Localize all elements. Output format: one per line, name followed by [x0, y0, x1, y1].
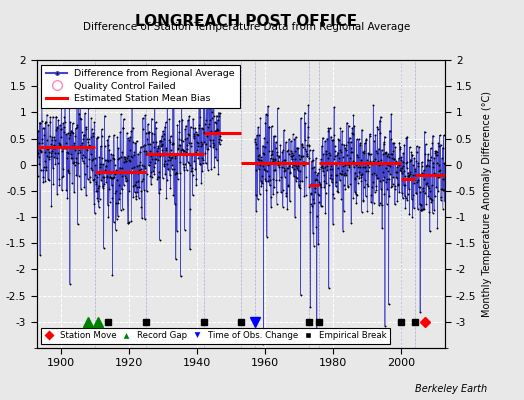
Difference from Regional Average — [138, 204, 145, 209]
Difference from Regional Average — [67, 281, 73, 286]
Difference from Regional Average — [100, 184, 106, 188]
Text: Difference of Station Temperature Data from Regional Average: Difference of Station Temperature Data f… — [83, 22, 410, 32]
Line: Difference from Regional Average: Difference from Regional Average — [35, 81, 222, 285]
Estimated Station Mean Bias — [34, 145, 40, 150]
Text: Berkeley Earth: Berkeley Earth — [415, 384, 487, 394]
Difference from Regional Average — [138, 144, 144, 149]
Legend: Station Move, Record Gap, Time of Obs. Change, Empirical Break: Station Move, Record Gap, Time of Obs. C… — [41, 328, 390, 344]
Text: LONGREACH POST OFFICE: LONGREACH POST OFFICE — [135, 14, 357, 29]
Y-axis label: Monthly Temperature Anomaly Difference (°C): Monthly Temperature Anomaly Difference (… — [482, 91, 492, 317]
Difference from Regional Average — [34, 134, 40, 139]
Estimated Station Mean Bias — [91, 145, 97, 150]
Difference from Regional Average — [209, 110, 215, 114]
Difference from Regional Average — [209, 80, 215, 85]
Difference from Regional Average — [214, 127, 220, 132]
Difference from Regional Average — [165, 152, 171, 157]
Difference from Regional Average — [217, 138, 224, 143]
